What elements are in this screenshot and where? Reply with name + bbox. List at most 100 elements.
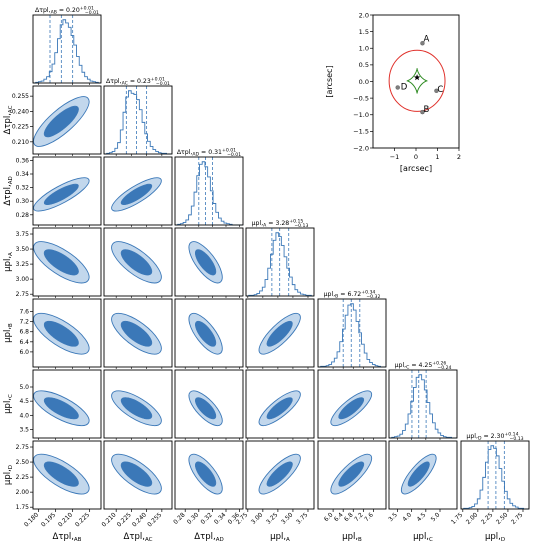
axis-symbol: μpl,	[485, 532, 501, 542]
inset-y-tick-label: 2.0	[359, 11, 369, 19]
y-tick-label: 2.75	[16, 444, 30, 451]
histogram-c	[389, 374, 457, 439]
y-tick-label: 0.240	[12, 108, 29, 115]
panel-frame	[103, 227, 173, 297]
contour-1sigma	[43, 249, 79, 276]
corner-panel-d-ab: 1.75 2.00 2.25 2.50 2.75 μpl,D 0.180 0.195 0.210…	[3, 440, 102, 543]
x-axis-label-ad: Δτpl,AD	[194, 532, 223, 543]
y-tick-label: 0.30	[16, 198, 30, 205]
x-tick-label: 2.50	[495, 511, 510, 526]
x-axis-label-a: μpl,A	[270, 532, 290, 543]
x-tick-label: 0.28	[172, 511, 187, 526]
critical-curve	[388, 49, 446, 112]
inset-x-tick-label: −1	[390, 153, 400, 161]
title-minus-error: −0.13	[294, 223, 308, 229]
param-title-d: μpl,D = 2.30+0.14 −0.13	[466, 431, 523, 441]
x-tick-label: 3.00	[250, 511, 265, 526]
contour-1sigma	[120, 320, 153, 347]
x-tick-label: 0.180	[23, 511, 40, 528]
histogram-b	[318, 303, 386, 368]
axis-subscript: AD	[8, 176, 14, 184]
x-tick-label: 6.4	[333, 511, 345, 523]
panel-frame	[245, 298, 315, 368]
y-axis-label-ac: Δτpl,AC	[3, 105, 14, 134]
y-tick-label: 0.225	[12, 124, 29, 131]
y-tick-label: 0.28	[16, 212, 30, 219]
corner-panel-c-ad	[174, 369, 244, 440]
x-tick-label: 0.240	[131, 511, 148, 528]
title-minus-error: −0.01	[227, 152, 241, 158]
param-title-ac: Δτpl,AC = 0.23+0.01 −0.01	[106, 76, 170, 86]
x-axis-label-d: μpl,D	[485, 532, 505, 543]
panel-frame	[388, 440, 458, 510]
title-value: = 0.23	[128, 78, 151, 85]
axis-symbol: μpl,	[3, 327, 13, 343]
y-tick-label: 3.75	[16, 231, 30, 238]
x-tick-label: 4.5	[416, 511, 428, 523]
panel-frame	[103, 85, 173, 155]
contour-1sigma	[43, 183, 79, 205]
title-plus-error: +0.01	[222, 147, 236, 153]
contour-1sigma	[266, 461, 293, 487]
param-title-ab: Δτpl,AB = 0.20+0.01 −0.01	[35, 5, 99, 15]
contour-1sigma	[195, 397, 217, 420]
title-subscript: A	[263, 223, 267, 229]
y-tick-label: 1.75	[16, 504, 30, 511]
title-minus-error: −0.01	[85, 10, 99, 16]
x-tick-label: 6.0	[323, 511, 335, 523]
corner-panel-b-ac	[103, 298, 173, 369]
corner-panel-a-ac	[103, 227, 173, 298]
axis-symbol: μpl,	[342, 532, 358, 542]
panel-frame	[32, 298, 102, 368]
panel-frame	[245, 227, 315, 297]
corner-panel-c-c: μpl,C = 4.25+0.26 −0.24	[388, 360, 458, 440]
axis-subscript: B	[8, 323, 14, 327]
y-tick-label: 0.32	[16, 185, 30, 192]
x-tick-label: 6.8	[343, 511, 355, 523]
panel-background	[33, 15, 101, 83]
axis-symbol: Δτpl,	[194, 532, 215, 542]
axis-subscript: B	[358, 537, 362, 543]
image-label-b: B	[423, 105, 429, 115]
corner-panel-a-ab: 2.75 3.00 3.25 3.50 3.75 μpl,A	[3, 227, 102, 298]
x-tick-label: 5.0	[430, 511, 442, 523]
contour-1sigma	[266, 397, 293, 420]
title-value: = 0.31	[199, 149, 222, 156]
panel-frame	[174, 369, 244, 439]
x-tick-label: 3.50	[280, 511, 295, 526]
inset-y-tick-label: 0.5	[359, 61, 369, 69]
title-value: = 0.20	[57, 7, 80, 14]
axis-subscript: AC	[8, 105, 14, 113]
y-tick-label: 3.25	[16, 261, 30, 268]
panel-frame	[103, 440, 173, 510]
x-tick-label: 7.2	[353, 511, 365, 523]
panel-frame	[174, 227, 244, 297]
y-tick-label: 0.255	[12, 93, 29, 100]
contour-1sigma	[407, 461, 430, 487]
title-subscript: AD	[192, 152, 199, 158]
y-tick-label: 2.75	[16, 291, 30, 298]
corner-panel-ab-ab: Δτpl,AB = 0.20+0.01 −0.01	[32, 5, 102, 85]
title-plus-error: +0.14	[504, 431, 518, 437]
image-label-a: A	[423, 34, 429, 44]
param-title-b: μpl,B = 6.72+0.34 −0.32	[324, 289, 381, 299]
panel-frame	[317, 298, 387, 368]
inset-x-tick-label: 1	[435, 153, 439, 161]
param-title-a: μpl,A = 3.28+0.15 −0.13	[252, 218, 309, 228]
panel-frame	[174, 156, 244, 226]
image-point-b	[420, 109, 425, 115]
inset-x-tick-label: 2	[457, 153, 461, 161]
corner-panel-b-ad	[174, 298, 244, 369]
title-symbol: μpl,	[466, 433, 478, 440]
title-subscript: AB	[51, 10, 57, 16]
title-value: = 4.25	[409, 362, 432, 369]
inset-y-tick-label: 0.0	[359, 78, 369, 86]
axis-subscript: A	[8, 252, 14, 256]
contour-1sigma	[120, 249, 153, 276]
title-subscript: C	[406, 365, 409, 371]
image-point-d	[395, 85, 400, 90]
x-axis-label-b: μpl,B	[342, 532, 362, 543]
axis-subscript: C	[8, 394, 14, 398]
